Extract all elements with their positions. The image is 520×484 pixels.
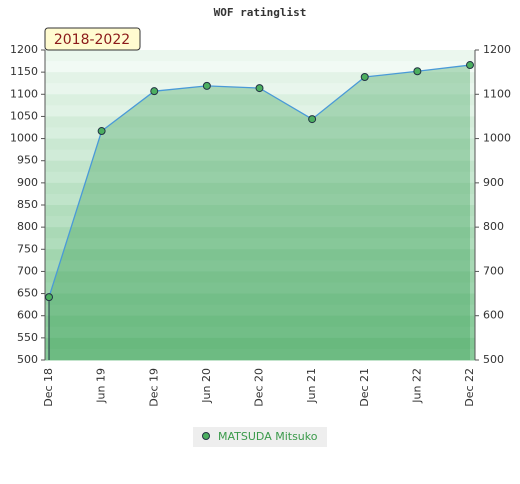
stripe [45,138,475,151]
x-tick-label: Jun 21 [305,368,318,404]
stripe [45,348,475,361]
stripe [45,216,475,228]
stripe [45,171,475,184]
x-tick-label: Dec 18 [42,368,55,407]
stripe [45,50,475,62]
legend-label: MATSUDA Mitsuko [218,430,318,443]
stripe [45,260,475,272]
stripe [45,205,475,217]
stripe [45,105,475,117]
legend-marker [202,432,210,440]
y2-tick-label: 800 [483,220,504,233]
stripe [45,271,475,283]
stripe [45,249,475,261]
y2-tick-label: 900 [483,176,504,189]
stripe [45,315,475,328]
y-tick-label: 650 [17,287,38,300]
point [308,115,317,124]
y-tick-label: 850 [17,198,38,211]
y-tick-label: 950 [17,154,38,167]
stripe [45,72,475,84]
point [360,73,369,82]
x-tick-label: Dec 21 [358,368,371,407]
stripe [45,94,475,106]
annotation: 2018-2022 [54,32,130,48]
x-tick-label: Jun 22 [410,368,423,404]
y-tick-label: 800 [17,220,38,233]
stripe [45,282,475,295]
stripe [45,193,475,206]
annotation-box [44,27,141,51]
stripe [45,337,475,350]
y-tick-label: 900 [17,176,38,189]
x-tick-label: Jun 19 [95,368,108,404]
y-tick-label: 700 [17,264,38,277]
y-tick-label: 550 [17,331,38,344]
stripe [45,326,475,339]
y-tick-label: 1000 [10,132,38,145]
stripe [45,182,475,195]
stripe [45,227,475,239]
x-tick-label: Dec 22 [463,368,476,407]
stripe [45,149,475,162]
stripe [45,293,475,306]
y2-tick-label: 1000 [483,132,511,145]
stripe [45,127,475,140]
point [413,67,422,76]
x-tick-label: Dec 19 [147,368,160,407]
y2-tick-label: 1100 [483,87,511,100]
y-tick-label: 600 [17,309,38,322]
point [97,127,106,136]
y-tick-label: 1200 [10,43,38,56]
y-tick-label: 750 [17,242,38,255]
plot: 500 550 600 650 700 750 800 850 900 950 1000 1050 11… [10,43,511,407]
point [255,84,264,93]
stripe [45,61,475,73]
y2-tick-label: 1200 [483,43,511,56]
point [466,61,474,70]
stripe [45,116,475,128]
stripe [45,238,475,250]
legend [193,427,327,447]
x-tick-label: Dec 20 [253,368,266,407]
y2-tick-label: 700 [483,264,504,277]
point [202,81,211,90]
stripe [45,304,475,317]
area [49,65,470,361]
stripe [45,160,475,173]
x-tick-label: Jun 20 [200,368,213,404]
y-tick-label: 1050 [10,109,38,122]
chart-title: WOF ratinglist [214,6,307,19]
y2-tick-label: 500 [483,353,504,366]
y-tick-label: 1150 [10,65,38,78]
y2-tick-label: 600 [483,309,504,322]
y-tick-label: 500 [17,353,38,366]
point [150,87,159,96]
y-tick-label: 1100 [10,87,38,100]
point [45,293,53,302]
